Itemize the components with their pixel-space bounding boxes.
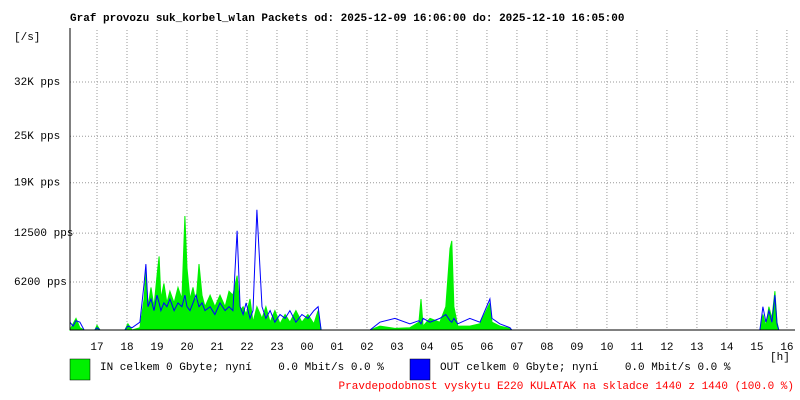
x-tick-label: 05 bbox=[450, 342, 463, 354]
y-tick-label: 12500 pps bbox=[14, 228, 73, 240]
x-tick-label: 07 bbox=[510, 342, 523, 354]
x-tick-label: 12 bbox=[660, 342, 673, 354]
x-tick-label: 21 bbox=[210, 342, 224, 354]
legend-swatch bbox=[69, 358, 91, 381]
x-tick-label: 13 bbox=[690, 342, 703, 354]
x-tick-label: 03 bbox=[390, 342, 403, 354]
footer: Pravdepodobnost vyskytu E220 KULATAK na … bbox=[339, 381, 794, 393]
x-tick-label: 22 bbox=[240, 342, 253, 354]
legend-label: IN celkem 0 Gbyte; nyní 0.0 Mbit/s 0.0 % bbox=[100, 362, 384, 374]
x-unit-label: [h] bbox=[770, 352, 790, 364]
x-tick-label: 11 bbox=[630, 342, 644, 354]
x-tick-label: 04 bbox=[420, 342, 434, 354]
chart-title: Graf provozu suk_korbel_wlan Packets od:… bbox=[70, 13, 625, 25]
x-tick-label: 18 bbox=[120, 342, 133, 354]
y-tick-label: 6200 pps bbox=[14, 277, 67, 289]
x-tick-label: 16 bbox=[780, 342, 793, 354]
legend-swatch bbox=[409, 358, 431, 381]
x-tick-label: 20 bbox=[180, 342, 193, 354]
y-tick-label: 25K pps bbox=[14, 131, 60, 143]
x-tick-label: 02 bbox=[360, 342, 373, 354]
x-tick-label: 14 bbox=[720, 342, 734, 354]
x-tick-label: 08 bbox=[540, 342, 553, 354]
x-tick-label: 23 bbox=[270, 342, 283, 354]
x-tick-label: 06 bbox=[480, 342, 493, 354]
x-tick-label: 10 bbox=[600, 342, 613, 354]
x-tick-label: 00 bbox=[300, 342, 313, 354]
y-tick-label: 19K pps bbox=[14, 178, 60, 190]
line bbox=[69, 209, 780, 331]
x-tick-label: 01 bbox=[330, 342, 344, 354]
area bbox=[69, 215, 780, 331]
x-tick-label: 15 bbox=[750, 342, 763, 354]
y-unit-label: [/s] bbox=[14, 32, 40, 44]
x-tick-label: 19 bbox=[150, 342, 163, 354]
y-tick-label: 32K pps bbox=[14, 77, 60, 89]
x-tick-label: 09 bbox=[570, 342, 583, 354]
legend-label: OUT celkem 0 Gbyte; nyní 0.0 Mbit/s 0.0 … bbox=[440, 362, 731, 374]
x-tick-label: 17 bbox=[90, 342, 103, 354]
